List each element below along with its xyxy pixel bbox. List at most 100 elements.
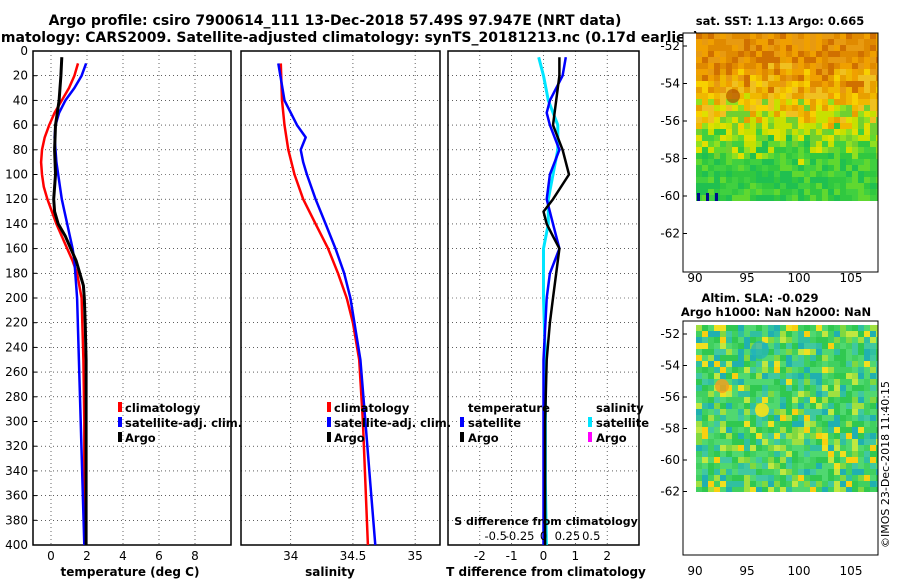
sst-cell <box>708 81 714 87</box>
sla-cell <box>876 385 878 391</box>
sla-cell <box>750 451 756 457</box>
sst-cell <box>828 87 834 93</box>
sst-cell <box>780 195 786 201</box>
sst-cell <box>750 57 756 63</box>
sst-cell <box>876 165 878 171</box>
sst-cell <box>780 159 786 165</box>
sst-cell <box>696 171 702 177</box>
sla-cell <box>828 325 834 331</box>
sla-cell <box>714 445 720 451</box>
sla-cell <box>822 409 828 415</box>
sla-cell <box>708 355 714 361</box>
sla-cell <box>762 325 768 331</box>
legend-swatch-argo <box>327 432 331 442</box>
sst-cell <box>870 87 876 93</box>
sst-cell <box>834 93 840 99</box>
sst-cell <box>768 69 774 75</box>
sla-cell <box>702 403 708 409</box>
sst-cell <box>702 81 708 87</box>
sst-cell <box>750 135 756 141</box>
sla-cell <box>810 427 816 433</box>
sla-cell <box>858 373 864 379</box>
x-tick-label: 2 <box>83 549 91 563</box>
sst-cell <box>786 177 792 183</box>
sst-cell <box>810 33 816 39</box>
depth-tick-label: 60 <box>13 118 28 132</box>
sla-cell <box>864 391 870 397</box>
sst-cell <box>798 153 804 159</box>
sst-cell <box>756 75 762 81</box>
sla-cell <box>714 481 720 487</box>
sst-cell <box>834 147 840 153</box>
sst-cell <box>732 195 738 201</box>
sst-cell <box>816 69 822 75</box>
temperature-legend: climatology satellite-adj. clim. Argo <box>118 401 242 445</box>
sla-cell <box>732 439 738 445</box>
salinity-panel <box>240 50 441 546</box>
sla-cell <box>750 325 756 331</box>
sla-cell <box>822 403 828 409</box>
sla-cell <box>858 403 864 409</box>
sla-cell <box>732 427 738 433</box>
sst-cell <box>780 51 786 57</box>
sst-cell <box>834 159 840 165</box>
legend-label: satellite <box>596 416 649 430</box>
map-lat-label: -52 <box>660 327 680 341</box>
sst-cell <box>822 93 828 99</box>
sla-cell <box>732 445 738 451</box>
salinity-xlabel: salinity <box>305 565 355 579</box>
sst-cell <box>786 159 792 165</box>
sst-cell <box>774 57 780 63</box>
sla-cell <box>762 457 768 463</box>
s-tick-label: 0.5 <box>582 529 600 543</box>
sla-cell <box>852 415 858 421</box>
sla-cell <box>846 397 852 403</box>
sst-cell <box>792 147 798 153</box>
sst-cell <box>816 165 822 171</box>
sla-cell <box>846 433 852 439</box>
sst-cell <box>810 159 816 165</box>
sla-cell <box>804 487 810 492</box>
sla-cell <box>846 379 852 385</box>
sla-cell <box>804 403 810 409</box>
sst-cell <box>864 93 870 99</box>
sla-cell <box>864 463 870 469</box>
sla-cell <box>738 409 744 415</box>
sst-cell <box>858 69 864 75</box>
sla-cell <box>870 487 876 492</box>
difference-xlabel: T difference from climatology <box>446 565 646 579</box>
sla-cell <box>810 361 816 367</box>
sla-cell <box>840 415 846 421</box>
sst-cell <box>810 135 816 141</box>
sla-cell <box>768 367 774 373</box>
sla-cell <box>876 367 878 373</box>
sla-cell <box>864 433 870 439</box>
sst-cell <box>840 135 846 141</box>
sla-cell <box>822 337 828 343</box>
sst-cell <box>792 165 798 171</box>
sst-cell <box>864 195 870 201</box>
sla-cell <box>864 331 870 337</box>
sst-cell <box>834 105 840 111</box>
sla-cell <box>816 331 822 337</box>
sla-cell <box>750 337 756 343</box>
sst-cell <box>696 159 702 165</box>
sst-cell <box>786 63 792 69</box>
sst-cell <box>834 75 840 81</box>
sst-cell <box>804 99 810 105</box>
sla-cell <box>768 343 774 349</box>
sla-cell <box>810 337 816 343</box>
sst-cell <box>846 93 852 99</box>
sst-cell <box>846 111 852 117</box>
sla-cell <box>702 421 708 427</box>
sst-cell <box>696 135 702 141</box>
sst-cell <box>708 99 714 105</box>
sla-cell <box>774 457 780 463</box>
sla-cell <box>828 331 834 337</box>
sst-cell <box>702 189 708 195</box>
sst-cell <box>828 105 834 111</box>
sst-cell <box>816 141 822 147</box>
sst-cell <box>720 39 726 45</box>
sla-cell <box>744 427 750 433</box>
sla-cell <box>828 433 834 439</box>
